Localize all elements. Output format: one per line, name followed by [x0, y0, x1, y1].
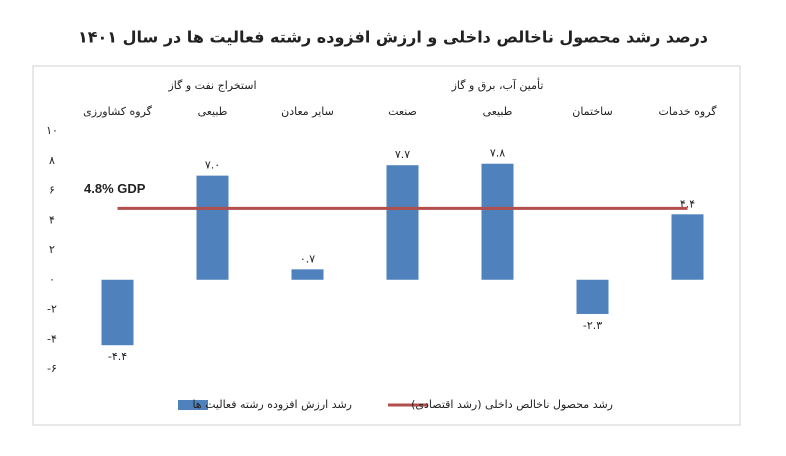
legend-label: رشد ارزش افزوده رشته فعالیت ها [192, 398, 352, 411]
bar [386, 165, 419, 280]
category-group-label: استخراج نفت و گاز [167, 79, 256, 92]
y-tick-label: ۴ [49, 213, 55, 226]
data-label: ۰.۷ [300, 252, 315, 265]
data-label: ۷.۰ [205, 159, 220, 172]
data-label: -۲.۳ [583, 319, 602, 332]
bar [576, 279, 609, 314]
x-tick-label: گروه کشاورزی [83, 105, 153, 118]
y-tick-label: -۴ [47, 332, 57, 345]
x-tick-label: طبیعی [198, 105, 228, 118]
x-tick-label: سایر معادن [281, 105, 334, 118]
y-tick-label: ۶ [49, 184, 55, 197]
y-tick-label: -۶ [47, 362, 57, 375]
legend-label: رشد محصول ناخالص داخلی (رشد اقتصادی) [411, 398, 613, 411]
bar [671, 214, 704, 280]
bar [291, 269, 324, 280]
reference-label: 4.8% GDP [84, 181, 146, 196]
x-tick-label: طبیعی [483, 105, 513, 118]
chart-frame [32, 65, 741, 426]
data-label: ۷.۷ [395, 148, 410, 161]
y-tick-label: ۱۰ [46, 124, 58, 137]
y-tick-label: ۲ [49, 243, 55, 256]
category-group-label: تأمین آب، برق و گاز [451, 77, 544, 92]
x-tick-label: ساختمان [572, 105, 612, 118]
y-tick-label: -۲ [47, 303, 57, 316]
y-tick-label: ۸ [49, 154, 55, 167]
data-label: -۴.۴ [108, 350, 127, 363]
bar [101, 279, 134, 346]
legend-swatch [178, 400, 208, 410]
x-tick-label: صنعت [388, 105, 417, 118]
y-tick-label: ۰ [49, 273, 55, 286]
data-label: ۷.۸ [490, 147, 505, 160]
bar [196, 175, 229, 280]
bar [481, 163, 514, 280]
x-tick-label: گروه خدمات [658, 105, 717, 118]
chart-title: درصد رشد محصول ناخالص داخلی و ارزش افزود… [78, 28, 708, 47]
